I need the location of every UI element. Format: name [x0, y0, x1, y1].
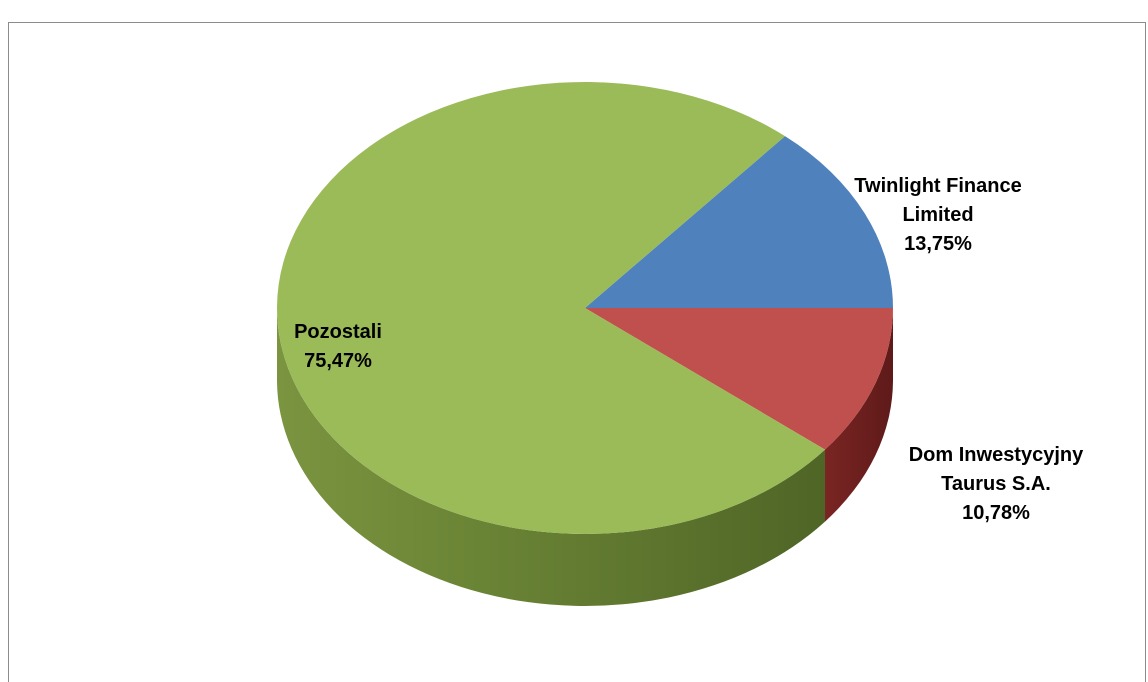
- slice-value-label: 75,47%: [268, 347, 408, 376]
- slice-name-line: Twinlight Finance: [838, 172, 1038, 201]
- slice-name-line: Limited: [838, 201, 1038, 230]
- slice-value-label: 13,75%: [838, 230, 1038, 259]
- slice-label-taurus: Dom Inwestycyjny Taurus S.A. 10,78%: [876, 441, 1116, 528]
- slice-label-twinlight: Twinlight Finance Limited 13,75%: [838, 172, 1038, 259]
- pie-tops: [277, 82, 893, 534]
- slice-value-label: 10,78%: [876, 499, 1116, 528]
- slice-name-line: Taurus S.A.: [876, 470, 1116, 499]
- slice-name-line: Pozostali: [268, 318, 408, 347]
- slice-name-line: Dom Inwestycyjny: [876, 441, 1116, 470]
- slice-label-pozostali: Pozostali 75,47%: [268, 318, 408, 376]
